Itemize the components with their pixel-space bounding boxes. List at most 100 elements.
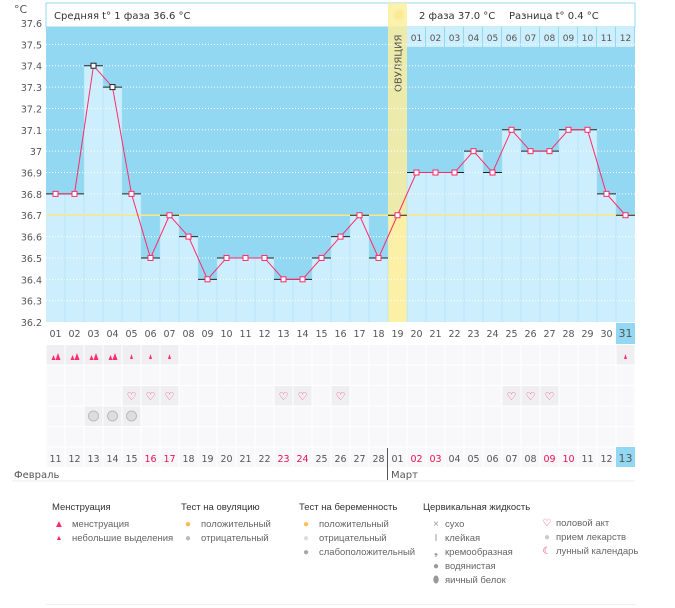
calendar-cell-active [84,345,103,365]
calendar-date: 25 [315,454,327,465]
heavy-menstruation-icon [89,353,99,360]
calendar-cell [445,406,464,426]
legend-title: Тест на беременность [299,502,398,513]
calendar-cell-active [141,386,160,406]
calendar-cell [217,406,236,426]
calendar-cell [521,406,540,426]
y-tick-label: 37.3 [21,83,42,94]
next-cycle-date-cell [597,27,615,47]
calendar-cell [160,406,179,426]
calendar-cell [46,365,65,385]
cycle-day-label: 20 [410,329,422,340]
calendar-cell [426,406,445,426]
calendar-cell [141,447,160,467]
temperature-point [356,212,363,219]
calendar-cell [179,386,198,406]
pill-icon [126,410,137,422]
y-tick-label: 37.5 [21,40,42,51]
calendar-date: 04 [448,454,460,465]
cycle-day-label: 21 [429,329,441,340]
calendar-cell [426,345,445,365]
cycle-day-label: 17 [353,329,365,340]
cycle-day-label: 13 [277,329,289,340]
temperature-point [204,276,211,283]
legend-label: положительный [201,518,271,530]
calendar-cell [236,345,255,365]
cycle-day-label: 25 [505,329,517,340]
calendar-cell [84,365,103,385]
next-cycle-date-cell [502,27,520,47]
legend-ovulation-test: Тест на овуляцию ● положительный ● отрицат… [181,502,271,545]
pill-icon [107,410,118,422]
calendar-date: 06 [486,454,498,465]
calendar-cell [578,427,597,447]
calendar-cell [540,345,559,365]
calendar-cell [426,447,445,467]
calendar-cell [407,345,426,365]
heart-icon: ♡ [279,390,289,403]
cycle-day-label: 24 [486,329,498,340]
calendar-date: 11 [49,454,61,465]
today-date-cell [616,447,635,467]
calendar-cell [217,386,236,406]
calendar-cell [293,345,312,365]
light-menstruation-icon [130,354,133,359]
calendar-cell [103,447,122,467]
calendar-cell [217,447,236,467]
temperature-point [299,276,306,283]
calendar-date: 21 [239,454,251,465]
calendar-date: 15 [125,454,137,465]
ovulation-column [388,3,407,322]
calendar-cell-active [122,386,141,406]
cycle-day-label: 28 [562,329,574,340]
calendar-cell [445,345,464,365]
cycle-day-label: 09 [201,329,213,340]
calendar-cell [464,447,483,467]
temperature-point [128,190,135,197]
calendar-cell [540,406,559,426]
calendar-cell [464,386,483,406]
next-cycle-date-cell [445,27,463,47]
temperature-bar [141,257,160,322]
temperature-bar [616,215,635,322]
calendar-cell [483,386,502,406]
calendar-cell [198,386,217,406]
calendar-cell [483,365,502,385]
calendar-cell [331,406,350,426]
calendar-cell [141,406,160,426]
next-cycle-date-cell [578,27,596,47]
pill-icon [88,410,99,422]
next-cycle-date-cell [464,27,482,47]
calendar-cell [407,427,426,447]
calendar-cell [521,365,540,385]
calendar-cell [616,406,635,426]
calendar-cell-active [65,345,84,365]
heavy-drop-icon: ▲ [54,518,64,530]
temperature-bar [483,172,502,322]
calendar-date: 12 [600,454,612,465]
next-cycle-date: 07 [525,34,536,44]
next-cycle-date-cell [483,27,501,47]
calendar-cell [312,345,331,365]
calendar-cell [255,365,274,385]
calendar-cell [597,427,616,447]
temperature-point [622,212,629,219]
next-cycle-date-cell [426,27,444,47]
calendar-cell [369,365,388,385]
temperature-point [71,190,78,197]
calendar-cell [122,365,141,385]
heart-icon: ♡ [526,390,536,403]
temperature-point [489,169,496,176]
calendar-cell [369,345,388,365]
calendar-cell [141,427,160,447]
temperature-point [318,254,325,261]
small-drop-icon: ▲ [55,534,63,542]
temperature-bar [217,257,236,322]
y-tick-label: 36.5 [21,254,42,265]
temperature-point [261,254,268,261]
calendar-cell [84,447,103,467]
temperature-bar [122,193,141,322]
moon-icon: ☾ [542,545,552,557]
temperature-bar [160,215,179,322]
y-tick-label: 37.1 [21,126,42,137]
